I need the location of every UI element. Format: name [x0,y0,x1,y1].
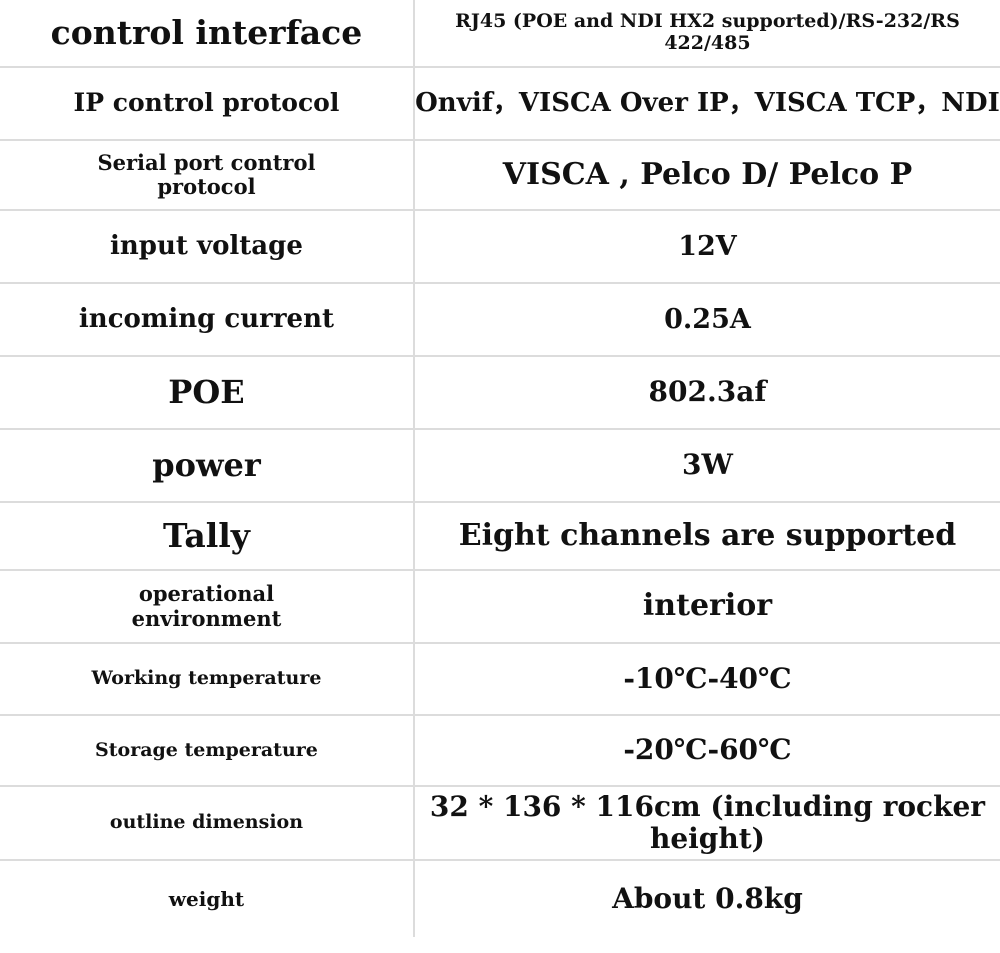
table-row: IP control protocol Onvif，VISCA Over IP，… [0,66,1000,140]
spec-value: RJ45 (POE and NDI HX2 supported)/RS-232/… [455,10,960,54]
spec-value: 0.25A [413,282,1000,356]
spec-value: -20℃-60℃ [413,714,1000,786]
spec-label: Working temperature [0,642,415,715]
spec-label: Storage temperature [0,714,415,786]
spec-label: Tally [0,501,415,570]
spec-value: About 0.8kg [413,859,1000,937]
spec-value: 12V [413,209,1000,283]
spec-value: 3W [413,428,1000,502]
table-row: control interface RJ45 (POE and NDI HX2 … [0,0,1000,67]
table-row: Working temperature -10℃-40℃ [0,642,1000,715]
table-row: weight About 0.8kg [0,859,1000,937]
spec-value: Eight channels are supported [413,501,1000,570]
table-row: incoming current 0.25A [0,282,1000,356]
table-row: power 3W [0,428,1000,502]
spec-value: Onvif，VISCA Over IP，VISCA TCP，NDI [413,66,1000,140]
table-row: operational environment interior [0,569,1000,643]
spec-value: VISCA , Pelco D/ Pelco P [413,139,1000,210]
spec-label: outline dimension [0,785,415,860]
spec-value: -10℃-40℃ [413,642,1000,715]
spec-value: 32 * 136 * 116cm (including rocker heigh… [413,785,1000,860]
spec-label: control interface [0,0,415,67]
spec-label: weight [0,859,415,937]
spec-label: incoming current [0,282,415,356]
spec-label: POE [0,355,415,429]
table-row: Storage temperature -20℃-60℃ [0,714,1000,786]
spec-label: operational environment [0,569,415,643]
spec-label: power [0,428,415,502]
spec-label: input voltage [0,209,415,283]
table-row: Tally Eight channels are supported [0,501,1000,570]
table-row: Serial port control protocol VISCA , Pel… [0,139,1000,210]
table-row: input voltage 12V [0,209,1000,283]
table-row: POE 802.3af [0,355,1000,429]
table-row: outline dimension 32 * 136 * 116cm (incl… [0,785,1000,860]
spec-label: Serial port control protocol [0,139,415,210]
spec-label: IP control protocol [0,66,415,140]
spec-value: interior [413,569,1000,643]
spec-value: 802.3af [413,355,1000,429]
